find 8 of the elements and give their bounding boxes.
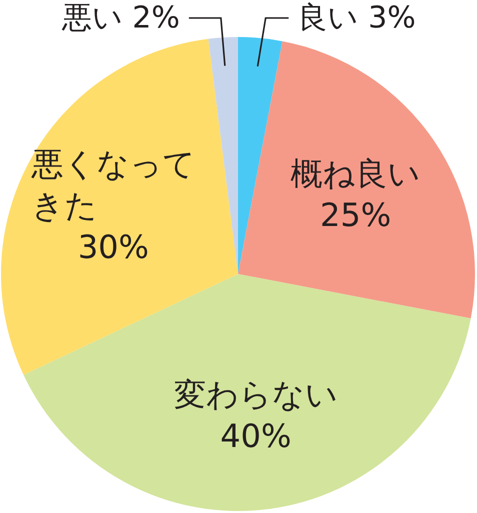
data-label: 25% — [320, 196, 392, 234]
slice-label: 悪くなってきた — [30, 144, 196, 224]
data-label: 40% — [220, 416, 292, 455]
data-label: 30% — [78, 228, 149, 266]
slice-label: 概ね良い — [290, 154, 421, 192]
slice-label: 変わらない — [174, 375, 338, 414]
slice-label: 良い 3% — [298, 0, 416, 36]
slice-label: 悪い 2% — [60, 0, 180, 36]
